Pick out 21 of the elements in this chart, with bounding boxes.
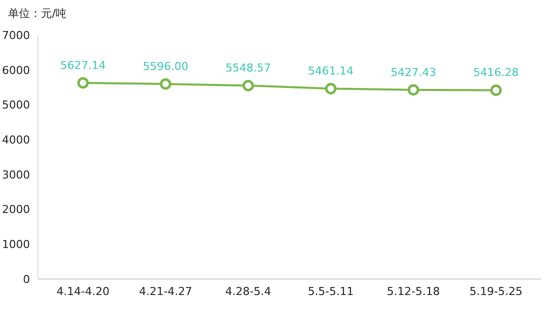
y-tick-label: 4000: [2, 133, 30, 146]
data-label: 5548.57: [225, 62, 271, 75]
data-label: 5627.14: [60, 58, 106, 72]
y-tick-label: 2000: [2, 203, 30, 216]
x-tick-label: 4.28-5.4: [225, 284, 272, 298]
data-label: 5461.14: [308, 64, 354, 78]
x-tick-label: 4.14-4.20: [56, 284, 110, 298]
y-tick-label: 5000: [2, 98, 30, 112]
data-label: 5596.00: [142, 60, 188, 73]
y-tick-label: 3000: [2, 168, 30, 182]
y-axis-title: 单位：元/吨: [8, 6, 67, 21]
y-tick-label: 6000: [2, 64, 30, 77]
y-tick-label: 7000: [2, 28, 30, 42]
x-tick-label: 5.19-5.25: [470, 284, 522, 298]
y-tick-label: 0: [23, 272, 30, 286]
data-label: 5416.28: [473, 66, 519, 80]
data-label: 5427.43: [390, 66, 436, 79]
x-tick-label: 5.5-5.11: [308, 284, 354, 298]
x-tick-label: 5.12-5.18: [386, 284, 440, 298]
x-tick-label: 4.21-4.27: [139, 284, 192, 298]
y-tick-label: 1000: [2, 238, 30, 252]
